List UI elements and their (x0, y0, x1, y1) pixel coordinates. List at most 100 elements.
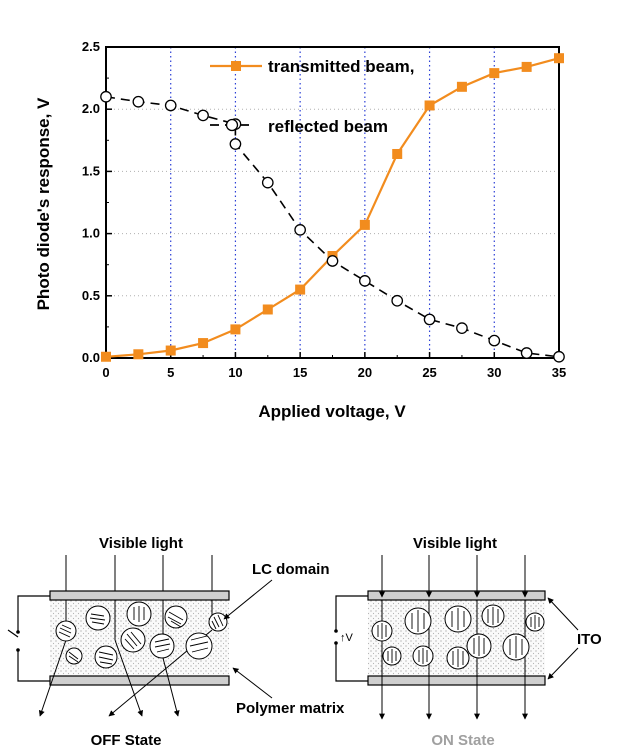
y-tick-label: 1.5 (82, 163, 100, 178)
data-point-reflected-beam (488, 334, 501, 347)
data-point-reflected-beam (456, 322, 468, 334)
y-axis-ticks: 0.0 0.5 1.0 1.5 2.0 2.5 (82, 39, 112, 365)
lc-droplet (481, 604, 505, 628)
lc-droplet (149, 633, 175, 659)
visible-light-label-left: Visible light (99, 535, 183, 552)
lc-droplet (371, 620, 393, 642)
data-point-transmitted-beam (456, 81, 467, 92)
glass-bottom-right (367, 675, 546, 686)
glass-top-right (367, 590, 546, 601)
x-axis-ticks: 0 5 10 15 20 25 30 35 (102, 352, 566, 380)
lc-droplet (466, 633, 492, 659)
legend-swatch-marker-transmitted (231, 61, 241, 71)
lc-droplets-off (55, 601, 228, 669)
lc-droplet (120, 627, 146, 653)
data-point-reflected-beam (553, 350, 565, 363)
data-point-reflected-beam (197, 109, 209, 122)
data-point-reflected-beam (326, 255, 339, 267)
legend: transmitted beam, reflected beam (210, 57, 414, 136)
legend-item-transmitted: transmitted beam, (210, 57, 414, 76)
lc-droplet (55, 620, 77, 642)
on-state-label: ON State (431, 732, 494, 749)
data-point-transmitted-beam (392, 148, 403, 159)
data-point-reflected-beam (359, 275, 371, 287)
data-point-transmitted-beam (295, 284, 306, 295)
scattered-ray (38, 639, 67, 717)
data-point-reflected-beam (294, 224, 306, 236)
data-point-transmitted-beam (359, 219, 370, 230)
lc-domain-pointer (223, 579, 273, 620)
lc-droplet (444, 605, 472, 633)
x-tick-label: 25 (422, 365, 436, 380)
lc-droplets-on (371, 604, 545, 670)
x-tick-label: 10 (228, 365, 242, 380)
data-point-transmitted-beam (198, 338, 209, 349)
series-line-reflected-beam (105, 96, 560, 358)
off-state-label: OFF State (91, 732, 162, 749)
data-point-transmitted-beam (489, 68, 500, 79)
y-tick-label: 2.5 (82, 39, 100, 54)
data-point-reflected-beam (261, 176, 274, 189)
data-point-transmitted-beam (521, 61, 532, 72)
voltage-symbol: ↑V (340, 632, 354, 644)
ito-label: ITO (577, 631, 602, 648)
data-point-reflected-beam (132, 95, 145, 108)
visible-light-label-right: Visible light (413, 535, 497, 552)
data-point-reflected-beam (520, 347, 533, 359)
legend-label-transmitted: transmitted beam, (268, 57, 414, 76)
lc-droplet (94, 645, 118, 669)
horizontal-grid (106, 108, 559, 297)
lc-droplet (404, 607, 432, 635)
ito-pointer-bottom (547, 647, 579, 680)
polymer-matrix-label: Polymer matrix (236, 700, 345, 717)
x-tick-label: 20 (358, 365, 372, 380)
legend-item-reflected: reflected beam (210, 117, 388, 136)
data-point-reflected-beam (100, 90, 112, 103)
off-state-cell: Visible light (7, 535, 345, 749)
series-reflected-beam (100, 90, 565, 363)
lc-droplet (382, 646, 402, 666)
series-layer (100, 53, 565, 363)
lc-droplet (412, 645, 434, 667)
series-transmitted-beam (101, 53, 564, 362)
x-tick-label: 15 (293, 365, 307, 380)
data-point-reflected-beam (229, 138, 242, 150)
lc-droplet (208, 612, 228, 632)
x-axis-label: Applied voltage, V (258, 402, 406, 421)
data-point-transmitted-beam (262, 304, 273, 315)
data-point-transmitted-beam (133, 349, 144, 360)
lc-droplet (185, 632, 213, 660)
pdlc-diagram: Visible light (7, 535, 602, 749)
legend-label-reflected: reflected beam (268, 117, 388, 136)
x-tick-label: 30 (487, 365, 501, 380)
y-tick-label: 2.0 (82, 101, 100, 116)
data-point-reflected-beam (164, 99, 177, 112)
voltage-source-off (7, 595, 50, 682)
incoming-rays-left (63, 555, 215, 598)
polymer-matrix-pointer (232, 667, 273, 699)
x-tick-label: 35 (552, 365, 566, 380)
lc-droplet (126, 601, 152, 627)
on-state-cell: Visible light (334, 535, 602, 749)
lc-droplet (164, 605, 188, 629)
lc-domain-label: LC domain (252, 561, 330, 578)
x-tick-label: 5 (167, 365, 174, 380)
data-point-transmitted-beam (554, 53, 564, 64)
chart: 0 5 10 15 20 25 30 35 0.0 0.5 1.0 1.5 2.0 2.5 Applie… (34, 39, 566, 421)
lc-droplet (502, 633, 530, 661)
glass-bottom-left (49, 675, 230, 686)
data-point-transmitted-beam (165, 345, 176, 356)
y-axis-label: Photo diode's response, V (34, 97, 53, 310)
data-point-transmitted-beam (101, 351, 111, 362)
y-tick-label: 0.5 (82, 288, 100, 303)
scattered-ray (114, 639, 144, 717)
lc-droplet (525, 612, 545, 632)
lc-droplet (446, 646, 470, 670)
data-point-transmitted-beam (230, 324, 241, 335)
plot-frame (105, 46, 560, 359)
y-tick-label: 1.0 (82, 226, 100, 241)
ito-pointer-top (547, 597, 579, 631)
data-point-reflected-beam (423, 313, 436, 326)
voltage-source-on: ↑V (334, 595, 368, 682)
